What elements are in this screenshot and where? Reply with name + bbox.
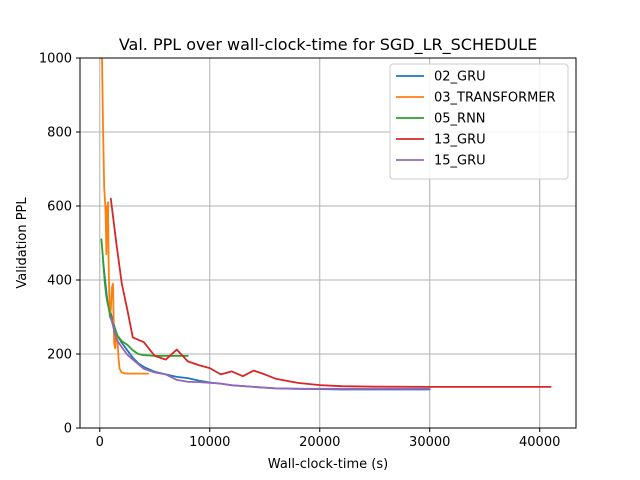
legend-label: 13_GRU bbox=[434, 133, 486, 148]
x-tick-label: 40000 bbox=[519, 435, 560, 450]
x-axis-label: Wall-clock-time (s) bbox=[268, 457, 388, 472]
y-tick-label: 400 bbox=[47, 274, 72, 289]
legend-label: 03_TRANSFORMER bbox=[434, 91, 556, 106]
legend-box bbox=[389, 63, 569, 180]
x-tick-label: 20000 bbox=[299, 435, 340, 450]
y-tick-label: 200 bbox=[47, 348, 72, 363]
series-line-03-transformer bbox=[100, 58, 150, 375]
legend-label: 05_RNN bbox=[434, 112, 486, 127]
series-line-13-gru bbox=[109, 197, 552, 388]
x-tick-label: 0 bbox=[96, 435, 104, 450]
x-tick-label: 30000 bbox=[409, 435, 450, 450]
legend: 02_GRU 03_TRANSFORMER 05_RNN 13_GRU 15_GRU bbox=[389, 63, 569, 180]
legend-label: 15_GRU bbox=[434, 154, 486, 169]
y-axis-label: Validation PPL bbox=[15, 197, 30, 289]
y-tick-label: 800 bbox=[47, 126, 72, 141]
plot-lines bbox=[100, 58, 552, 391]
plot-frame bbox=[79, 57, 577, 429]
chart-title: Val. PPL over wall-clock-time for SGD_LR… bbox=[119, 35, 537, 55]
y-tick-label: 1000 bbox=[39, 52, 72, 67]
x-tick-label: 10000 bbox=[189, 435, 230, 450]
series-line-15-gru bbox=[109, 316, 431, 390]
y-tick-label: 600 bbox=[47, 200, 72, 215]
legend-label: 02_GRU bbox=[434, 70, 486, 85]
series-line-05-rnn bbox=[100, 238, 189, 357]
axis-ticks: 0 10000 20000 30000 40000 0 200 400 600 800 1000 bbox=[39, 52, 560, 451]
y-tick-label: 0 bbox=[64, 422, 72, 437]
